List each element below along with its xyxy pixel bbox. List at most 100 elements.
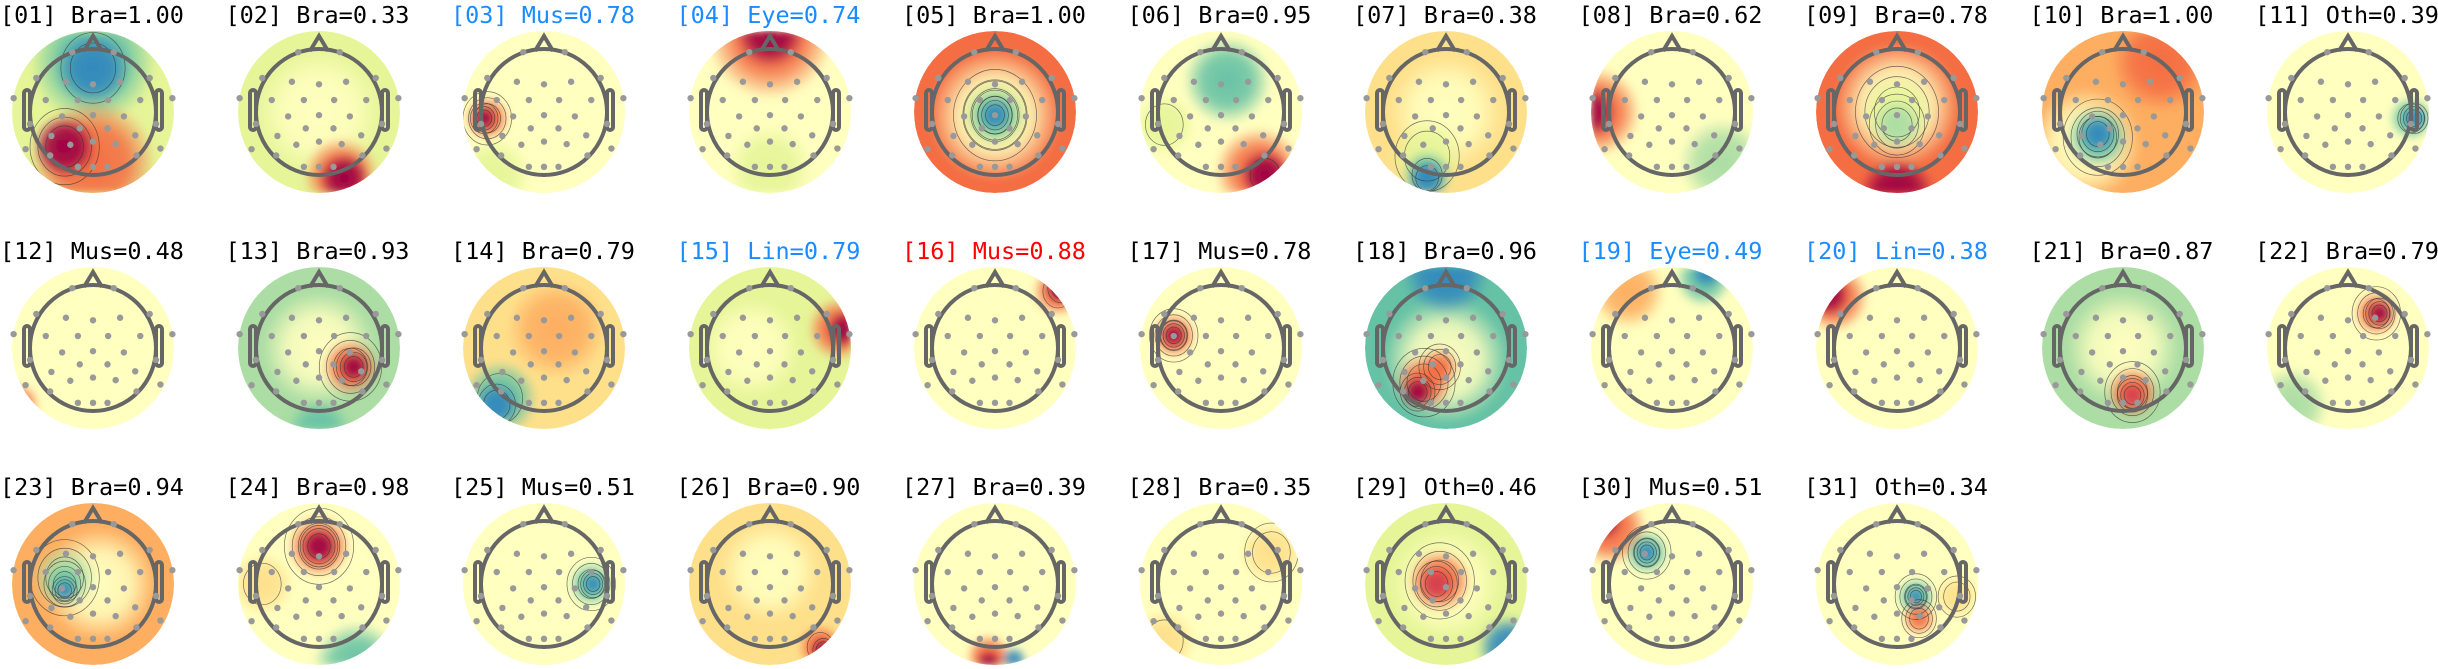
electrode-dot	[1363, 94, 1370, 102]
electrode-dot	[1880, 597, 1887, 604]
electrode-dot	[76, 361, 83, 368]
electrode-dot	[780, 635, 788, 643]
electrode-dot	[620, 94, 627, 102]
electrode-dot	[991, 138, 999, 145]
electrode-dot	[315, 138, 322, 145]
electrode-dot	[597, 310, 604, 318]
electrode-dot	[358, 388, 366, 395]
electrode-dot	[735, 585, 742, 592]
electrode-dot	[2106, 125, 2113, 132]
electrode-dot	[1747, 566, 1755, 574]
electrode-dot	[1411, 349, 1419, 356]
electrode-dot	[1826, 381, 1833, 389]
electrode-dot	[525, 399, 533, 407]
nose-icon	[758, 32, 781, 53]
electrode-dot	[1239, 612, 1247, 620]
electrode-dot	[1059, 617, 1066, 624]
electrode-dot	[960, 349, 968, 356]
head-outline	[479, 47, 609, 177]
electrode-dot	[2119, 399, 2126, 407]
nose-icon	[984, 504, 1006, 525]
electrode-dot	[89, 635, 97, 643]
electrode-dot	[1473, 349, 1481, 356]
electrode-dot	[1284, 145, 1292, 152]
contour-line	[297, 522, 340, 570]
electrode-dot	[745, 284, 752, 292]
electrode-dot	[2301, 152, 2309, 159]
nose-icon	[984, 268, 1006, 289]
electrode-dot	[1653, 163, 1660, 171]
electrode-dot	[74, 163, 82, 171]
contour-line	[2399, 102, 2429, 134]
contour-line	[1868, 93, 1926, 156]
electrode-dot	[294, 520, 301, 528]
electrode-dot	[1647, 520, 1654, 528]
contour-line	[1875, 100, 1919, 149]
electrode-dot	[1862, 349, 1870, 356]
electrode-dot	[1485, 368, 1492, 375]
electrode-dot	[978, 125, 985, 132]
head-outline	[1381, 519, 1511, 649]
electrode-dot	[1973, 566, 1980, 574]
electrode-dot	[394, 330, 402, 338]
electrode-dot	[362, 332, 369, 340]
electrode-dot	[2056, 356, 2063, 364]
electrode-dot	[378, 120, 385, 128]
electrode-dot	[991, 553, 999, 560]
electrode-dot	[76, 125, 83, 132]
electrode-dot	[1908, 597, 1915, 604]
electrode-dot	[461, 566, 468, 574]
electrode-dot	[330, 568, 337, 576]
electrode-dot	[518, 141, 525, 148]
electrode-dot	[1375, 617, 1382, 625]
electrode-dot	[137, 96, 144, 104]
contour-line	[1415, 165, 1439, 191]
head-outline	[1832, 519, 1962, 649]
electrode-dot	[1174, 388, 1181, 395]
electrode-dot	[1284, 381, 1292, 388]
head-outline	[479, 519, 609, 649]
electrode-dot	[525, 96, 533, 104]
electrode-dot	[978, 361, 985, 368]
head-outline	[1155, 283, 1286, 413]
electrode-dot	[1149, 145, 1157, 153]
electrode-dot	[2098, 284, 2105, 292]
electrode-dot	[2344, 163, 2352, 171]
electrode-dot	[912, 566, 919, 574]
electrode-dot	[555, 399, 562, 407]
electrode-dot	[1850, 152, 1858, 159]
electrode-dot	[1852, 132, 1859, 140]
contour-line	[299, 525, 338, 568]
nose-icon	[1660, 268, 1683, 289]
electrode-dot	[2133, 163, 2141, 171]
electrode-dot	[829, 356, 836, 364]
electrode-dot	[157, 617, 164, 624]
electrode-dot	[1149, 381, 1157, 389]
electrode-dot	[1170, 332, 1177, 340]
electrode-dot	[1175, 132, 1183, 140]
electrode-dot	[132, 604, 139, 611]
component-label: [13] Bra=0.93	[225, 237, 410, 265]
electrode-dot	[1442, 399, 1450, 407]
electrode-dot	[1871, 377, 1878, 384]
electrode-dot	[1637, 349, 1644, 356]
electrode-dot	[1682, 635, 1690, 643]
electrode-dot	[1735, 381, 1743, 388]
electrode-dot	[2344, 317, 2352, 324]
electrode-dot	[540, 583, 548, 591]
electrode-dot	[346, 349, 353, 356]
electrode-dot	[948, 152, 956, 159]
electrode-dot	[1186, 349, 1193, 356]
electrode-dot	[686, 330, 694, 338]
electrode-dot	[1429, 597, 1436, 604]
electrode-dot	[74, 568, 82, 576]
electrode-dot	[110, 284, 117, 292]
nose-icon	[533, 504, 555, 525]
electrode-dot	[497, 624, 505, 631]
electrode-dot	[247, 381, 255, 389]
contour-line	[1636, 541, 1657, 564]
electrode-dot	[1022, 113, 1030, 120]
electrode-dot	[2186, 145, 2194, 152]
electrode-dot	[935, 546, 942, 554]
contour-line	[2371, 304, 2388, 323]
